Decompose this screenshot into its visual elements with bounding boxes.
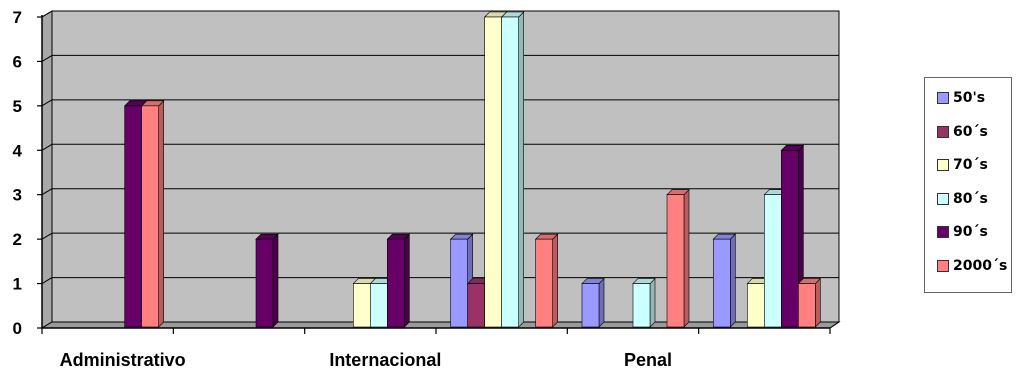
- bar-side: [404, 233, 410, 328]
- bar: [632, 277, 656, 328]
- bar-front: [713, 238, 731, 328]
- gridline-side: [41, 10, 53, 18]
- bar-front: [501, 16, 519, 328]
- y-tick-label: 3: [13, 186, 22, 205]
- bar: [534, 233, 559, 328]
- bar-side: [272, 233, 279, 328]
- bar-side: [518, 11, 524, 328]
- legend-label: 90´s: [953, 224, 988, 240]
- x-category-label: Internacional: [329, 350, 441, 370]
- legend-label: 60´s: [953, 123, 988, 140]
- x-category-label: Administrativo: [60, 350, 186, 370]
- bar-side: [683, 188, 690, 328]
- bar: [797, 277, 822, 328]
- gridline-side: [41, 143, 53, 151]
- gridline-side: [41, 99, 53, 107]
- bar-front: [764, 194, 782, 328]
- bar-side: [552, 233, 558, 328]
- legend-label: 80´s: [953, 190, 988, 207]
- y-tick-label: 2: [13, 230, 22, 249]
- bar: [140, 100, 165, 328]
- bar: [500, 11, 525, 328]
- bar: [581, 277, 605, 328]
- bar: [712, 233, 737, 328]
- legend: 50's 60´s 70´s 80´s 90´s 2000´s: [924, 77, 1012, 293]
- gridlines: [41, 10, 839, 285]
- bar-side: [158, 100, 164, 328]
- y-tick-labels: 0 1 2 3 4 5 6 7: [13, 8, 23, 338]
- bar-front: [798, 283, 816, 328]
- bar: [255, 233, 279, 328]
- gridline-side: [41, 232, 53, 240]
- bar-front: [450, 238, 468, 328]
- bar-front: [632, 283, 651, 328]
- bar-side: [730, 233, 736, 328]
- bar: [386, 233, 411, 328]
- legend-item: 70´s: [937, 156, 988, 174]
- x-category-label: Penal: [624, 350, 672, 370]
- y-tick-label: 4: [13, 141, 23, 160]
- bar-front: [535, 238, 553, 328]
- bar-side: [649, 277, 656, 328]
- bar-front: [467, 283, 485, 328]
- gridline-side: [41, 54, 53, 62]
- axes: [37, 15, 840, 334]
- y-tick-label: 1: [13, 275, 22, 294]
- bar-side: [815, 277, 821, 328]
- bar-front: [484, 16, 502, 328]
- bar-front: [255, 238, 274, 328]
- gridline-side: [41, 188, 53, 196]
- legend-item: 90´s: [937, 223, 988, 241]
- bar-front: [124, 105, 142, 328]
- legend-item: 80´s: [937, 190, 988, 208]
- legend-swatch: [937, 192, 949, 205]
- bar-front: [370, 283, 388, 328]
- x-axis-end: [829, 321, 840, 329]
- legend-swatch: [937, 226, 949, 238]
- legend-item: 2000´s: [937, 257, 1007, 275]
- y-tick-label: 6: [13, 52, 22, 71]
- bar-front: [666, 194, 685, 328]
- y-tick-label: 7: [13, 8, 22, 27]
- bars: [123, 11, 822, 328]
- y-tick-label: 0: [13, 319, 22, 338]
- legend-swatch: [937, 159, 949, 171]
- legend-item: 60´s: [937, 123, 988, 141]
- y-tick-label: 5: [13, 97, 22, 116]
- legend-swatch: [937, 92, 949, 104]
- bar-front: [581, 283, 600, 328]
- legend-label: 50's: [953, 90, 986, 106]
- legend-item: 50's: [937, 89, 985, 107]
- plot-area: [40, 10, 841, 329]
- legend-swatch: [937, 259, 949, 272]
- bar-front: [747, 283, 765, 328]
- bar-front: [141, 105, 159, 328]
- plot-back-wall: [51, 10, 840, 323]
- legend-swatch: [937, 125, 949, 138]
- legend-label: 70´s: [953, 157, 988, 173]
- bar-front: [353, 283, 371, 328]
- bar-front: [781, 149, 799, 328]
- gridline-side: [41, 277, 53, 285]
- bar-front: [387, 238, 405, 328]
- bar: [666, 188, 690, 328]
- x-category-labels: Administrativo Internacional Penal: [60, 350, 672, 370]
- legend-label: 2000´s: [953, 257, 1008, 274]
- bar-side: [598, 277, 605, 328]
